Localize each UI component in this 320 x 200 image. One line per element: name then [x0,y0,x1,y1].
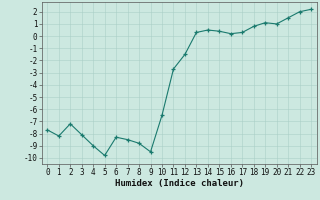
X-axis label: Humidex (Indice chaleur): Humidex (Indice chaleur) [115,179,244,188]
